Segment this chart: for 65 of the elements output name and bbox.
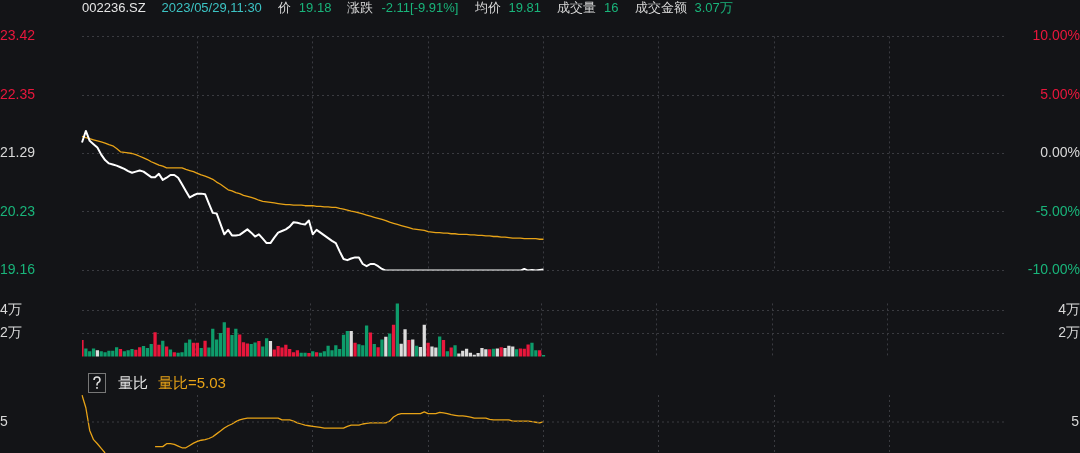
bar: [457, 353, 461, 357]
y-tick-label: 23.42: [0, 27, 36, 44]
bar: [380, 339, 384, 357]
bar: [376, 347, 380, 357]
bar: [203, 340, 207, 357]
y-tick-label: 4万: [0, 301, 22, 318]
y2-tick-label: 4万: [1058, 301, 1080, 318]
text: 5: [0, 412, 8, 429]
bar: [353, 342, 357, 357]
y2-tick-label: 5.00%: [1040, 85, 1080, 102]
bar: [82, 340, 84, 357]
text: 量比=5.03: [158, 373, 226, 393]
bar: [403, 329, 407, 357]
bar: [453, 345, 457, 357]
bar: [268, 341, 273, 357]
bar: [357, 344, 361, 357]
text: 19.81: [508, 0, 542, 15]
bar: [426, 342, 430, 357]
bar: [153, 332, 157, 357]
bar: [222, 322, 226, 357]
bar: [395, 303, 399, 357]
y2-tick-label: -5.00%: [1035, 202, 1080, 219]
bar: [264, 338, 269, 357]
bar: [303, 352, 307, 357]
bar: [530, 342, 534, 357]
y2-tick-label: -10.00%: [1027, 261, 1080, 278]
bar: [307, 353, 311, 357]
bar: [253, 342, 257, 357]
bar: [480, 348, 484, 357]
bar: [503, 348, 507, 357]
bar: [526, 344, 530, 357]
y2-tick-label: 2万: [1058, 324, 1080, 341]
y-tick-label: 21.29: [0, 144, 36, 161]
bar: [438, 336, 442, 357]
bar: [130, 349, 134, 357]
bar: [103, 352, 107, 357]
text: 002236.SZ: [82, 0, 146, 15]
y-tick-label: 2万: [0, 324, 22, 341]
y2-tick-label: 10.00%: [1032, 27, 1080, 44]
text: 2023/05/29,11:30: [161, 0, 262, 15]
text: 价: [277, 0, 291, 15]
text: 19.18: [298, 0, 332, 15]
y2-tick-label: 0.00%: [1040, 144, 1080, 161]
text: 5: [1071, 412, 1080, 429]
text: 16: [604, 0, 619, 15]
chart-title: 量比: [118, 373, 148, 393]
bar: [280, 347, 284, 357]
bar: [368, 332, 373, 357]
y-tick-label: 22.35: [0, 86, 36, 103]
bar: [411, 339, 415, 357]
bar: [407, 340, 411, 357]
y-tick-label: 20.23: [0, 202, 36, 219]
bar: [364, 325, 369, 357]
bar: [107, 350, 111, 357]
text: 3.07万: [694, 0, 733, 15]
text: 成交金额: [634, 0, 687, 15]
text: 均价: [474, 0, 501, 15]
bar: [238, 334, 242, 357]
bar: [430, 346, 434, 357]
text: 成交量: [557, 0, 597, 15]
y-tick-label: 19.16: [0, 261, 36, 278]
bar: [257, 341, 261, 357]
bar: [507, 345, 511, 357]
text: 涨跌: [347, 0, 374, 15]
text: -2.11[-9.91%]: [381, 0, 459, 15]
